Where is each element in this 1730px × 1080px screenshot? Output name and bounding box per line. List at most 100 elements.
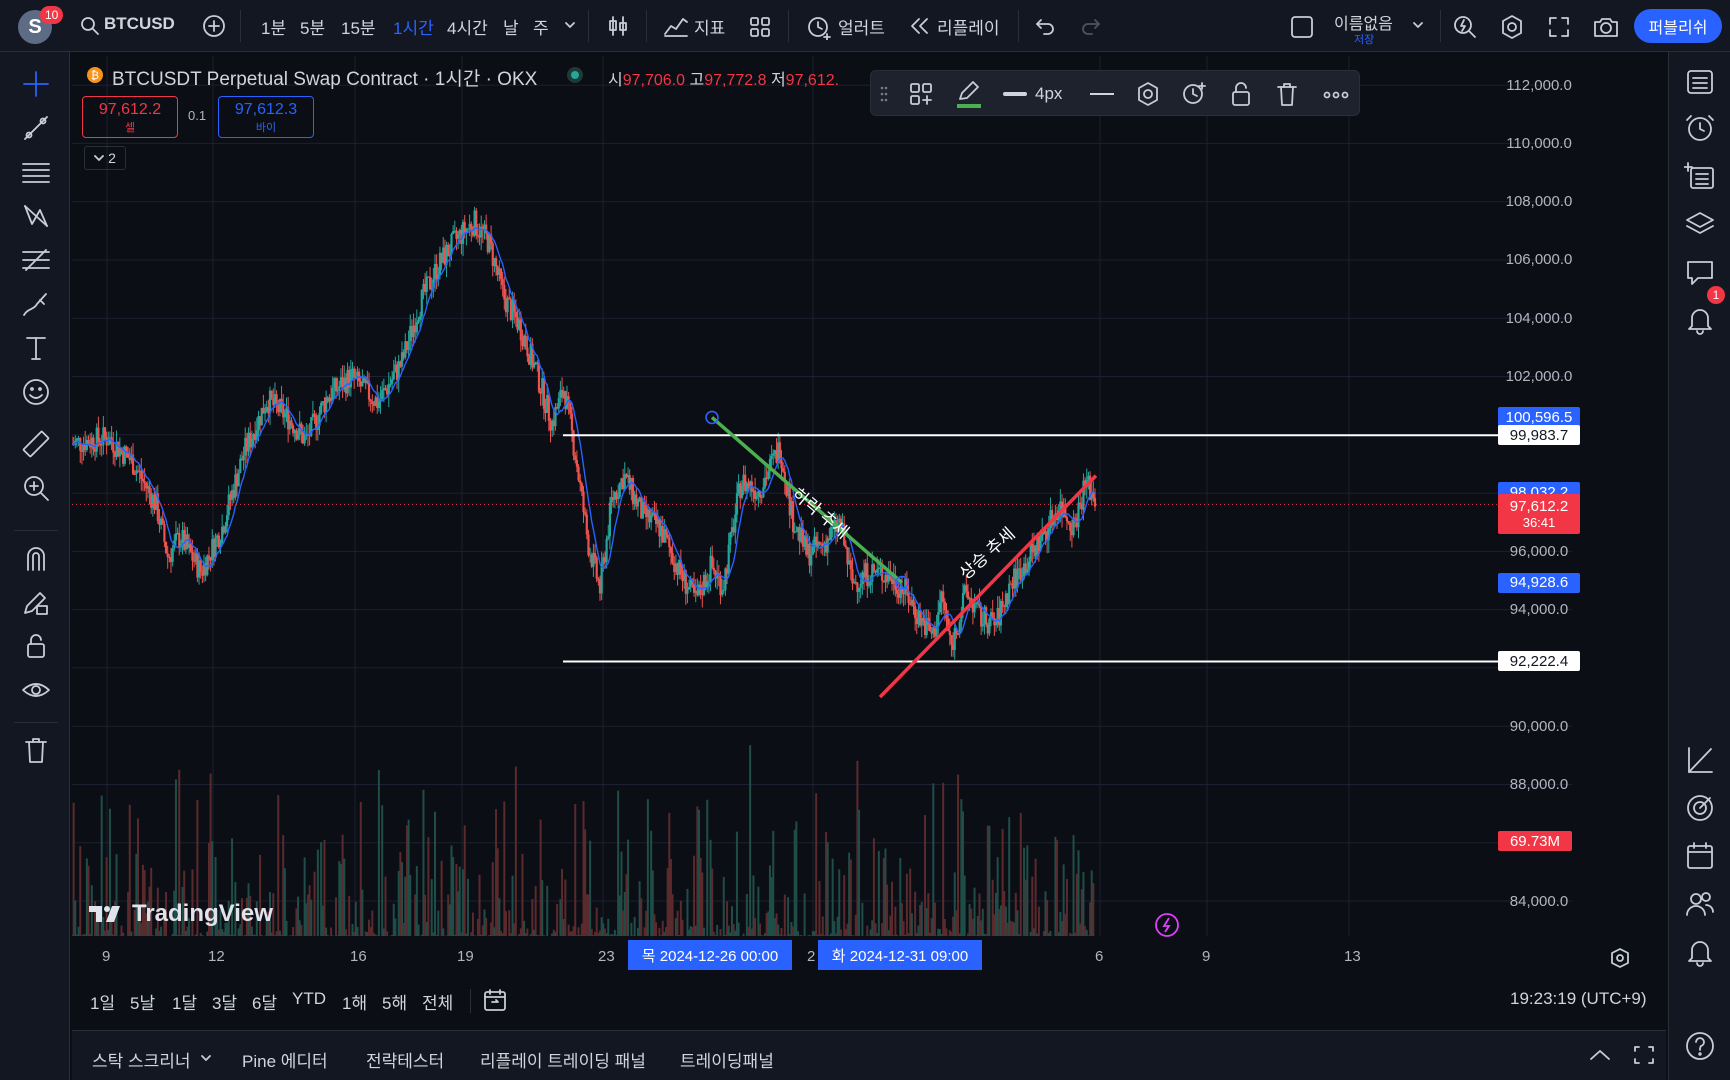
chevron-down-icon[interactable]: [1412, 20, 1424, 30]
replay-button[interactable]: 리플레이: [937, 14, 1000, 39]
tab-strategy-tester[interactable]: 전략테스터: [366, 1047, 444, 1072]
trash-icon[interactable]: [1275, 81, 1299, 107]
text-tool-icon[interactable]: [20, 332, 52, 364]
notifications-icon[interactable]: [1684, 936, 1716, 968]
quick-search-icon[interactable]: [1452, 14, 1478, 40]
watchlist-icon[interactable]: [1684, 66, 1716, 98]
emoji-icon[interactable]: [20, 376, 52, 408]
chevron-up-icon[interactable]: [1588, 1047, 1612, 1063]
publish-button[interactable]: 퍼블리쉬: [1634, 9, 1722, 43]
alert-icon[interactable]: [806, 14, 832, 40]
templates-icon[interactable]: [909, 82, 933, 106]
candle-body: [795, 531, 797, 532]
search-icon[interactable]: [80, 16, 100, 36]
lightning-icon[interactable]: [1154, 912, 1180, 938]
interval-day[interactable]: 날: [503, 14, 519, 39]
line-width-icon[interactable]: [1003, 91, 1027, 97]
trash-icon[interactable]: [20, 734, 52, 766]
price-chart[interactable]: 하락 추세상승 추세: [72, 56, 1668, 936]
lock-icon[interactable]: [1229, 81, 1253, 107]
target-icon[interactable]: [1684, 792, 1716, 824]
range-all[interactable]: 전체: [422, 989, 453, 1014]
ruler-icon[interactable]: [20, 428, 52, 460]
zoom-in-icon[interactable]: [20, 472, 52, 504]
camera-icon[interactable]: [1592, 15, 1620, 39]
templates-icon[interactable]: [749, 16, 771, 38]
magnet-icon[interactable]: [20, 542, 52, 574]
replay-icon[interactable]: [908, 16, 932, 36]
lock-drawing-pencil-icon[interactable]: [20, 586, 52, 618]
sell-button[interactable]: 97,612.2 셀: [82, 96, 178, 138]
help-icon[interactable]: [1684, 1030, 1716, 1062]
indicators-button[interactable]: 지표: [694, 14, 725, 39]
candle-style-icon[interactable]: [606, 14, 630, 38]
line-width-value[interactable]: 4px: [1035, 84, 1062, 104]
candle-body: [371, 401, 373, 404]
range-5y[interactable]: 5해: [382, 989, 407, 1014]
calendar-icon[interactable]: [1684, 840, 1716, 872]
symbol-title[interactable]: BTCUSDT Perpetual Swap Contract · 1시간 · …: [112, 64, 537, 91]
range-6m[interactable]: 6달: [252, 989, 277, 1014]
indicators-icon[interactable]: [663, 14, 689, 38]
alert-add-icon[interactable]: [1181, 81, 1207, 107]
range-5d[interactable]: 5날: [130, 989, 155, 1014]
candle-body: [276, 394, 278, 403]
range-1y[interactable]: 1해: [342, 989, 367, 1014]
layout-select-icon[interactable]: [1290, 15, 1314, 39]
notifications-bell-icon[interactable]: [1684, 304, 1716, 336]
drawing-templates-icon[interactable]: [1684, 744, 1716, 776]
candle-body: [500, 268, 502, 279]
eye-icon[interactable]: [20, 674, 52, 706]
indicators-collapse-button[interactable]: 2: [84, 146, 126, 170]
interval-1m[interactable]: 1분: [261, 14, 286, 39]
compare-add-icon[interactable]: [202, 14, 226, 38]
interval-1h[interactable]: 1시간: [393, 14, 434, 39]
undo-icon[interactable]: [1034, 16, 1056, 36]
redo-icon[interactable]: [1080, 16, 1102, 36]
fullscreen-icon[interactable]: [1547, 15, 1571, 39]
range-3m[interactable]: 3달: [212, 989, 237, 1014]
brush-icon[interactable]: [20, 288, 52, 320]
interval-5m[interactable]: 5분: [300, 14, 325, 39]
crosshair-icon[interactable]: [20, 68, 52, 100]
volume-bar: [934, 903, 936, 936]
object-tree-icon[interactable]: [1684, 160, 1716, 192]
horizontal-lines-icon[interactable]: [20, 156, 52, 188]
settings-icon[interactable]: [1135, 81, 1161, 107]
candle-body: [792, 501, 794, 532]
more-options-icon[interactable]: [1323, 91, 1349, 99]
chevron-down-icon[interactable]: [200, 1053, 212, 1063]
chevron-down-icon[interactable]: [564, 20, 576, 30]
fib-tool-icon[interactable]: [20, 244, 52, 276]
range-1m[interactable]: 1달: [172, 989, 197, 1014]
tab-replay-trading-panel[interactable]: 리플레이 트레이딩 패널: [480, 1047, 646, 1072]
chat-icon[interactable]: [1684, 256, 1716, 288]
interval-15m[interactable]: 15분: [341, 14, 376, 39]
lock-icon[interactable]: [20, 630, 52, 662]
alerts-clock-icon[interactable]: [1684, 112, 1716, 144]
volume-bar: [800, 935, 802, 936]
goto-date-icon[interactable]: [482, 988, 508, 1012]
maximize-panel-icon[interactable]: [1632, 1044, 1656, 1066]
alert-button[interactable]: 얼러트: [838, 14, 885, 39]
community-icon[interactable]: [1684, 888, 1716, 920]
tab-stock-screener[interactable]: 스탁 스크리너: [92, 1047, 191, 1072]
chart-pane[interactable]: 하락 추세 상승 추세: [72, 56, 1668, 936]
pattern-tool-icon[interactable]: [20, 200, 52, 232]
interval-week[interactable]: 주: [533, 14, 549, 39]
interval-4h[interactable]: 4시간: [447, 14, 488, 39]
time-axis-settings-icon[interactable]: [1609, 947, 1631, 969]
tab-trading-panel[interactable]: 트레이딩패널: [680, 1047, 774, 1072]
range-1d[interactable]: 1일: [90, 989, 115, 1014]
line-color-pencil-icon[interactable]: [955, 79, 983, 109]
range-ytd[interactable]: YTD: [292, 989, 326, 1009]
layers-icon[interactable]: [1684, 208, 1716, 240]
buy-button[interactable]: 97,612.3 바이: [218, 96, 314, 138]
line-style-icon[interactable]: [1089, 91, 1115, 97]
drag-handle-icon[interactable]: [879, 84, 889, 104]
clock-timezone[interactable]: 19:23:19 (UTC+9): [1510, 989, 1647, 1009]
tab-pine-editor[interactable]: Pine 에디터: [242, 1047, 328, 1072]
trend-line-icon[interactable]: [20, 112, 52, 144]
symbol-search[interactable]: BTCUSD: [104, 14, 175, 34]
settings-icon[interactable]: [1499, 14, 1525, 40]
